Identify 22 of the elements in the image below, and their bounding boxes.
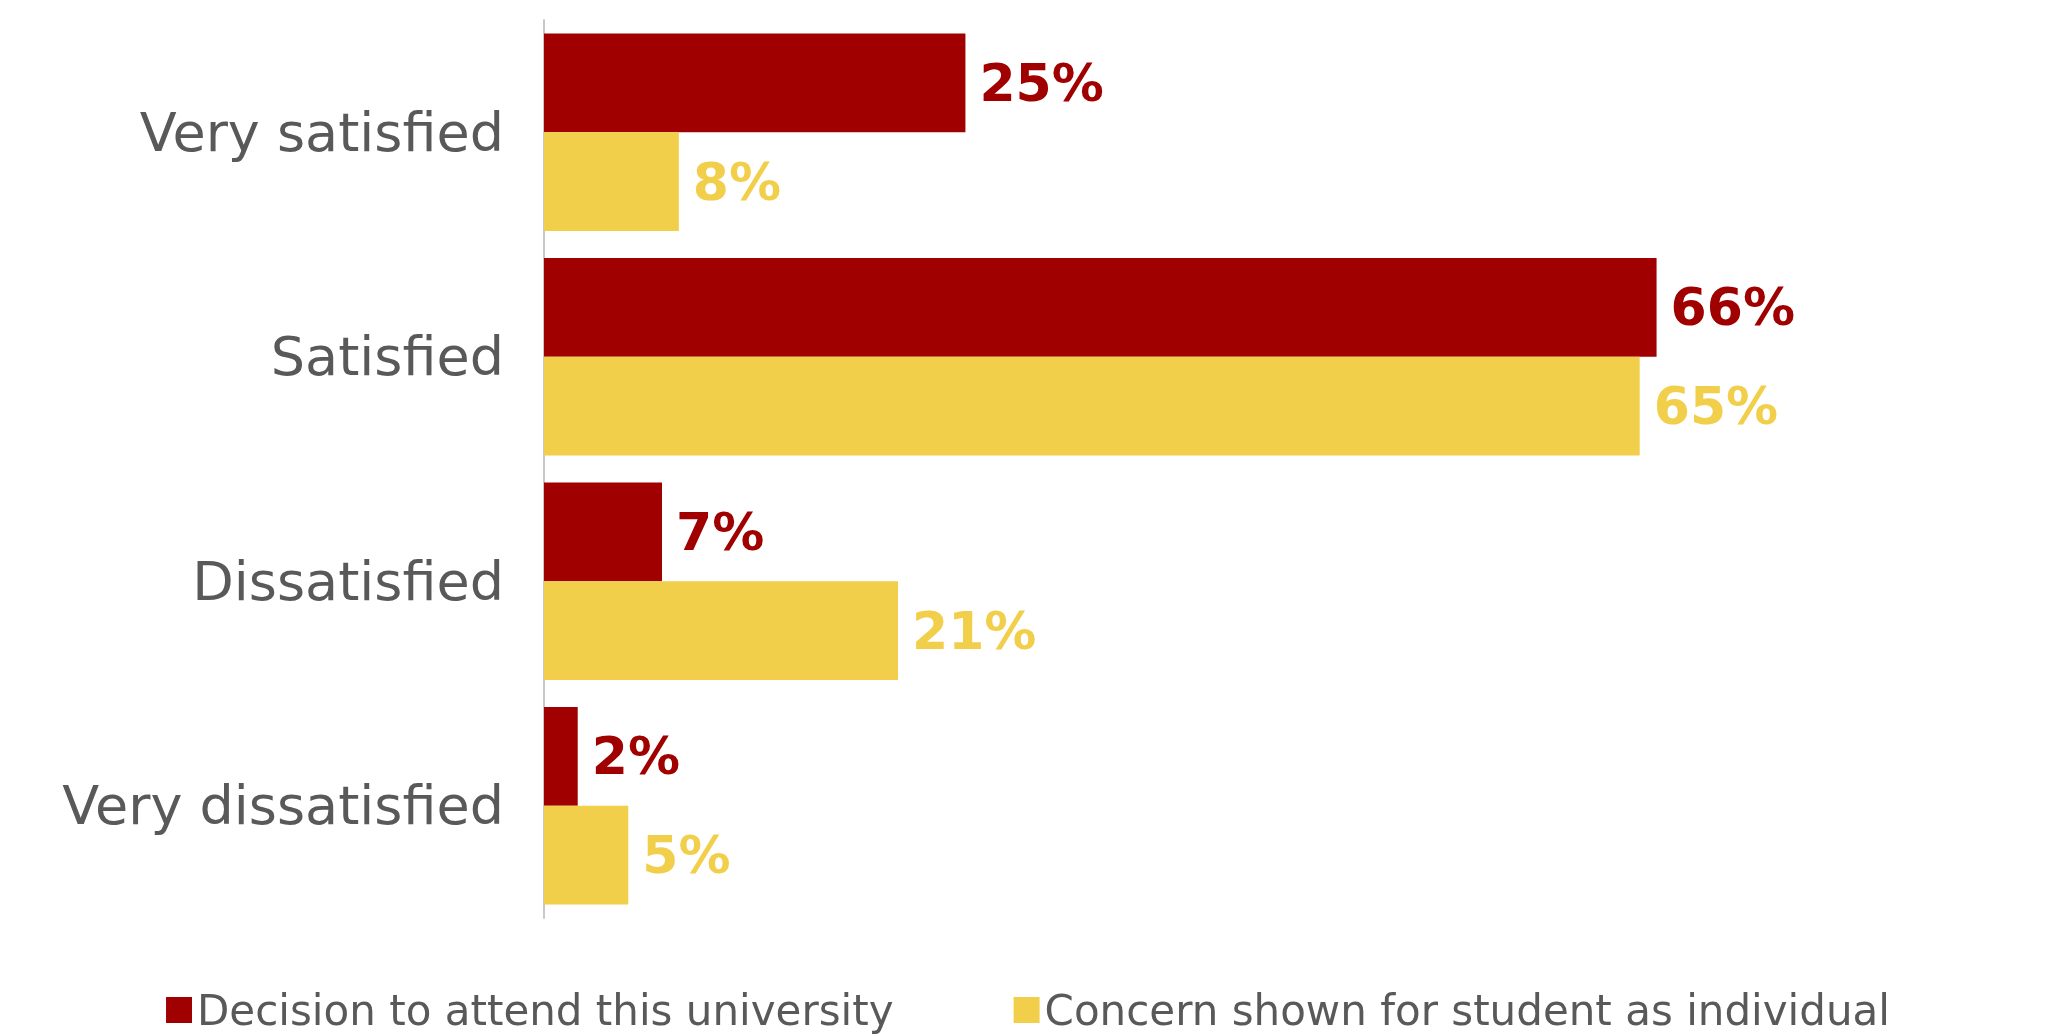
legend-label: Concern shown for student as individual — [1044, 985, 1890, 1035]
data-label: 25% — [979, 52, 1104, 113]
bar — [544, 581, 898, 681]
y-tick-label: Very satisfied — [139, 100, 504, 164]
data-label: 7% — [676, 501, 765, 562]
bar — [544, 33, 966, 133]
bar — [544, 132, 679, 232]
data-label: 66% — [1670, 277, 1796, 338]
legend-label: Decision to attend this university — [197, 985, 894, 1035]
data-label: 2% — [591, 726, 681, 787]
bar — [544, 482, 662, 582]
bar — [544, 805, 629, 905]
y-tick-label: Very dissatisfied — [62, 774, 504, 838]
data-label: 5% — [642, 825, 731, 886]
bar — [544, 706, 578, 806]
data-label: 8% — [692, 151, 782, 212]
y-tick-label: Satisfied — [270, 325, 504, 389]
bar — [544, 257, 1657, 357]
y-tick-label: Dissatisfied — [192, 549, 504, 613]
data-label: 65% — [1653, 376, 1779, 437]
bar — [544, 356, 1640, 456]
data-label: 21% — [912, 600, 1037, 661]
